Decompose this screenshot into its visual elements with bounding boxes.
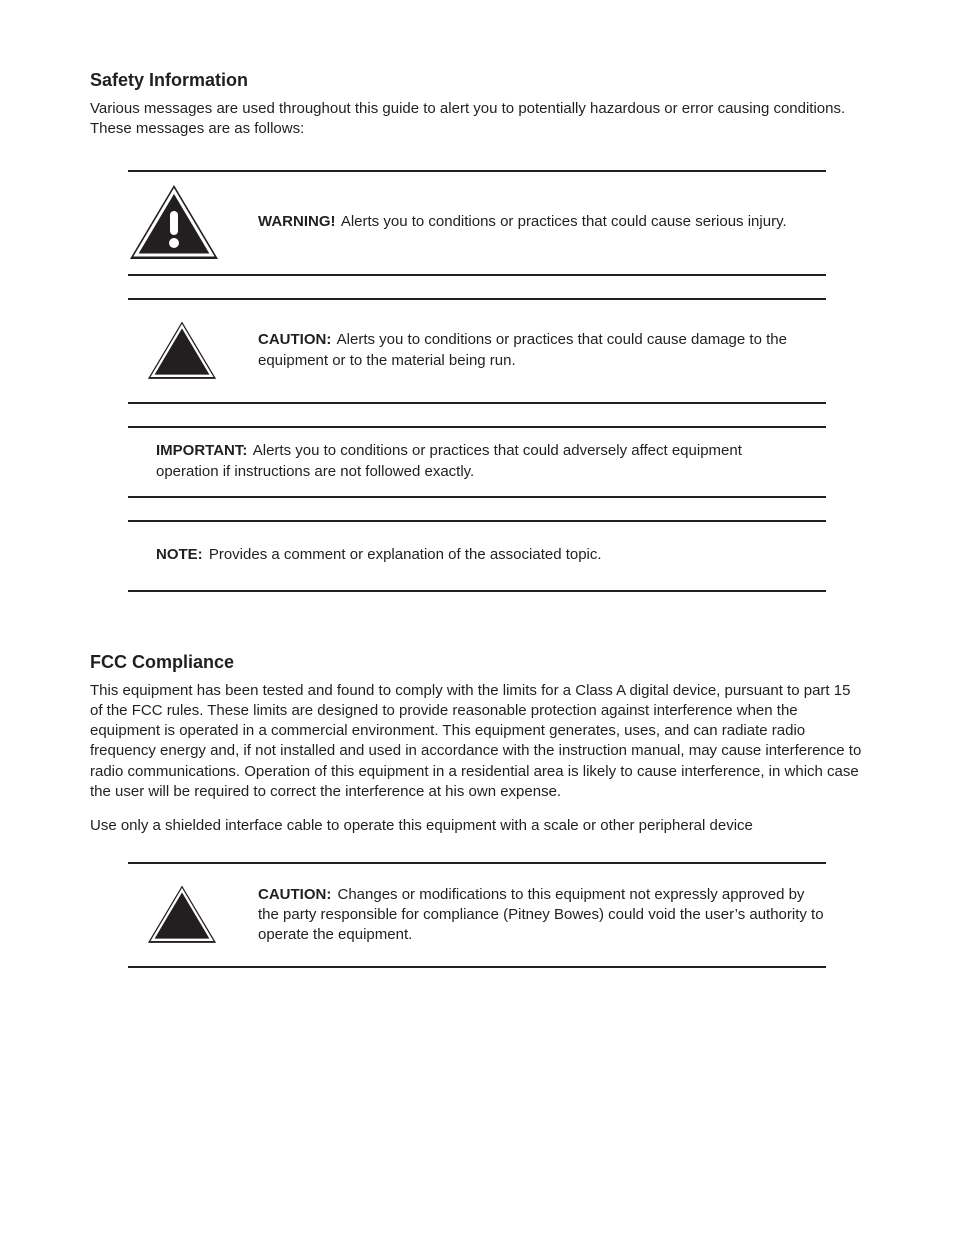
fcc-caution-callout: CAUTION: Changes or modifications to thi… xyxy=(128,862,826,968)
fcc-para-2: Use only a shielded interface cable to o… xyxy=(90,816,864,836)
note-label: NOTE: xyxy=(156,546,203,563)
warning-text: Alerts you to conditions or practices th… xyxy=(341,213,787,230)
fcc-heading: FCC Compliance xyxy=(90,652,864,673)
safety-heading: Safety Information xyxy=(90,70,864,91)
fcc-caution-label: CAUTION: xyxy=(258,886,331,903)
warning-icon xyxy=(128,183,258,263)
note-callout: NOTE: Provides a comment or explanation … xyxy=(128,520,826,592)
important-label: IMPORTANT: xyxy=(156,442,247,459)
caution-text: Alerts you to conditions or practices th… xyxy=(258,331,787,368)
caution-callout: CAUTION: Alerts you to conditions or pra… xyxy=(128,298,826,404)
caution-label: CAUTION: xyxy=(258,331,331,348)
important-callout: IMPORTANT: Alerts you to conditions or p… xyxy=(128,426,826,498)
fcc-caution-text: Changes or modifications to this equipme… xyxy=(258,886,824,944)
safety-intro-text: Various messages are used throughout thi… xyxy=(90,99,864,140)
page-container: Safety Information Various messages are … xyxy=(0,0,954,1070)
note-text: Provides a comment or explanation of the… xyxy=(209,546,602,563)
fcc-para-1: This equipment has been tested and found… xyxy=(90,681,864,803)
fcc-caution-icon xyxy=(128,884,258,946)
caution-icon xyxy=(128,320,258,382)
warning-callout: WARNING! Alerts you to conditions or pra… xyxy=(128,170,826,276)
warning-label: WARNING! xyxy=(258,213,336,230)
